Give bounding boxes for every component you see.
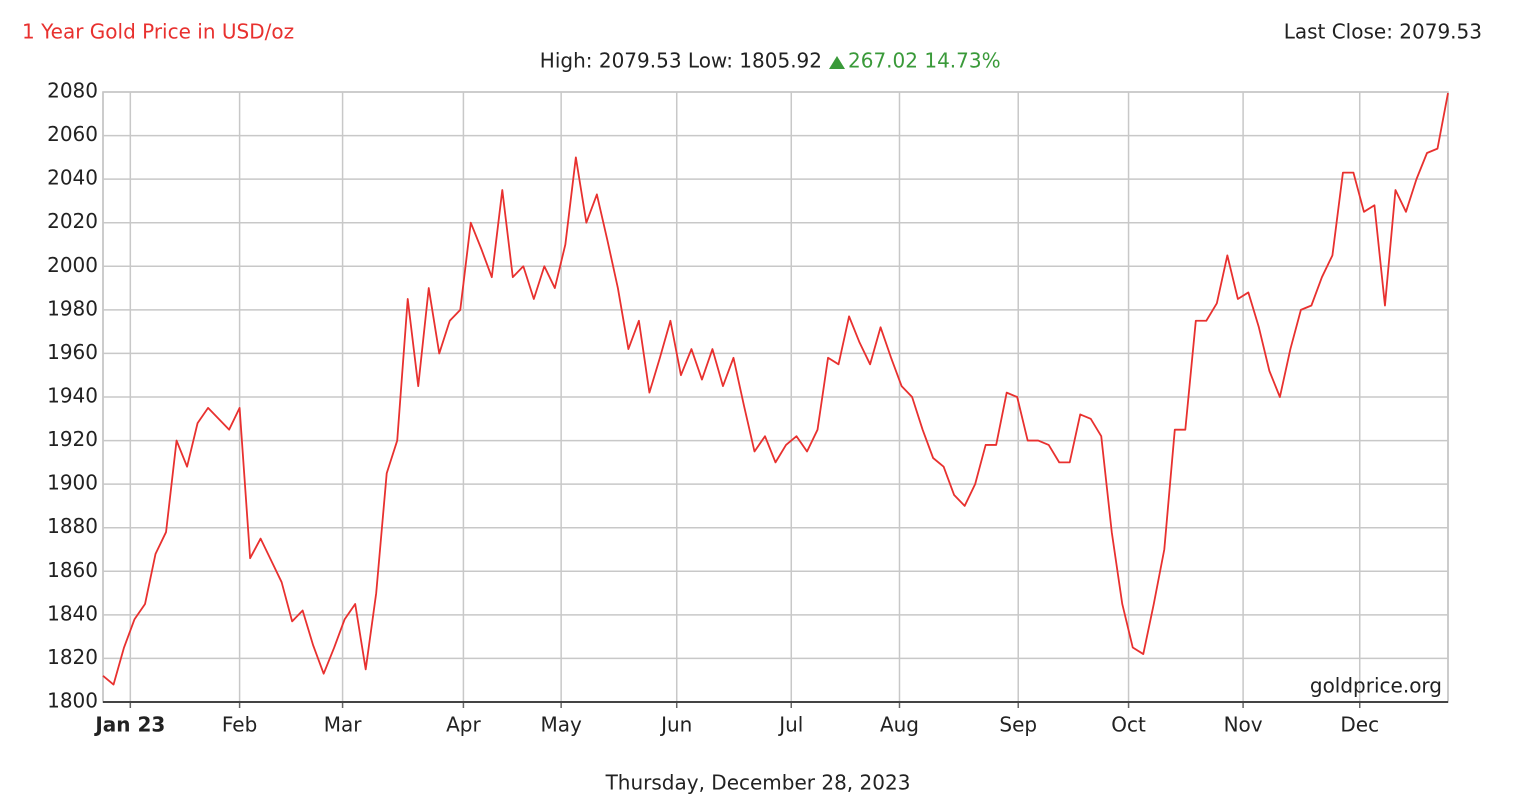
x-tick-label: Mar	[324, 713, 363, 737]
chart-title: 1 Year Gold Price in USD/oz	[22, 20, 294, 44]
price-line	[102, 92, 1449, 686]
x-tick-label: Jun	[659, 713, 692, 737]
up-arrow	[829, 56, 845, 69]
x-tick-label: Jan 23	[93, 713, 165, 737]
y-tick-label: 1860	[47, 558, 98, 582]
date: Thursday, December 28, 2023	[605, 771, 911, 795]
x-tick-label: Aug	[880, 713, 919, 737]
y-tick-label: 1880	[47, 514, 98, 538]
x-tick-label: May	[540, 713, 582, 737]
y-tick-label: 2080	[47, 79, 98, 103]
x-tick-label: Dec	[1340, 713, 1379, 737]
watermark: goldprice.org	[1310, 674, 1442, 698]
x-tick-label: Sep	[999, 713, 1037, 737]
y-tick-label: 2040	[47, 166, 98, 190]
x-tick-label: Feb	[222, 713, 257, 737]
y-tick-label: 2020	[47, 209, 98, 233]
y-tick-label: 1920	[47, 427, 98, 451]
x-tick-label: Apr	[446, 713, 481, 737]
x-tick-label: Oct	[1111, 713, 1146, 737]
change: 267.02 14.73%	[848, 49, 1001, 73]
y-tick-label: 1940	[47, 384, 98, 408]
y-tick-label: 1960	[47, 340, 98, 364]
last-close: Last Close: 2079.53	[1284, 20, 1482, 44]
y-tick-label: 1900	[47, 471, 98, 495]
x-tick-label: Nov	[1224, 713, 1263, 737]
y-tick-label: 1820	[47, 645, 98, 669]
y-tick-label: 2060	[47, 122, 98, 146]
y-tick-label: 1980	[47, 296, 98, 320]
y-tick-label: 2000	[47, 253, 98, 277]
y-tick-label: 1840	[47, 601, 98, 625]
y-tick-label: 1800	[47, 689, 98, 713]
x-tick-label: Jul	[777, 713, 803, 737]
stats: High: 2079.53 Low: 1805.92	[540, 49, 822, 73]
